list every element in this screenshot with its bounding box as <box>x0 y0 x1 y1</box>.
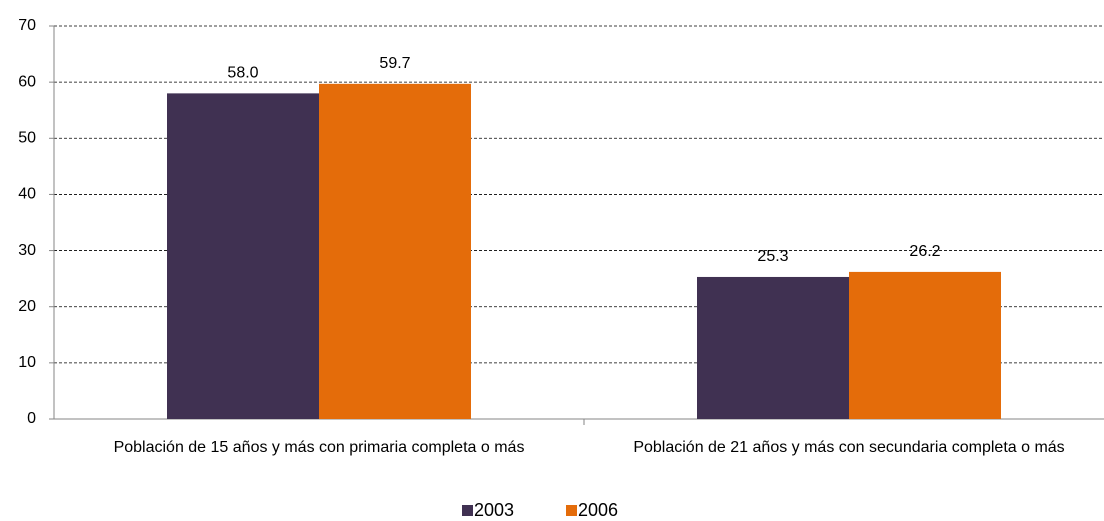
bar <box>697 276 849 419</box>
y-tick-label: 30 <box>18 242 36 259</box>
x-tick-label: Población de 15 años y más con primaria … <box>113 439 525 456</box>
legend-label: 2003 <box>474 500 514 520</box>
y-tick-label: 60 <box>18 73 36 90</box>
legend-swatch <box>566 505 577 516</box>
y-tick-label: 0 <box>27 410 36 427</box>
x-tick-label: Población de 21 años y más con secundari… <box>633 439 1065 456</box>
y-tick-label: 40 <box>18 186 36 203</box>
legend-label: 2006 <box>578 500 618 520</box>
bar <box>319 83 471 419</box>
legend-swatch <box>462 505 473 516</box>
value-label: 59.7 <box>379 55 410 72</box>
value-label: 26.2 <box>909 243 940 260</box>
value-label: 58.0 <box>227 65 258 82</box>
y-tick-label: 10 <box>18 354 36 371</box>
y-tick-label: 20 <box>18 298 36 315</box>
bar <box>167 93 319 419</box>
y-tick-label: 50 <box>18 130 36 147</box>
y-tick-label: 70 <box>18 17 36 34</box>
bar <box>849 271 1001 419</box>
value-label: 25.3 <box>757 248 788 265</box>
